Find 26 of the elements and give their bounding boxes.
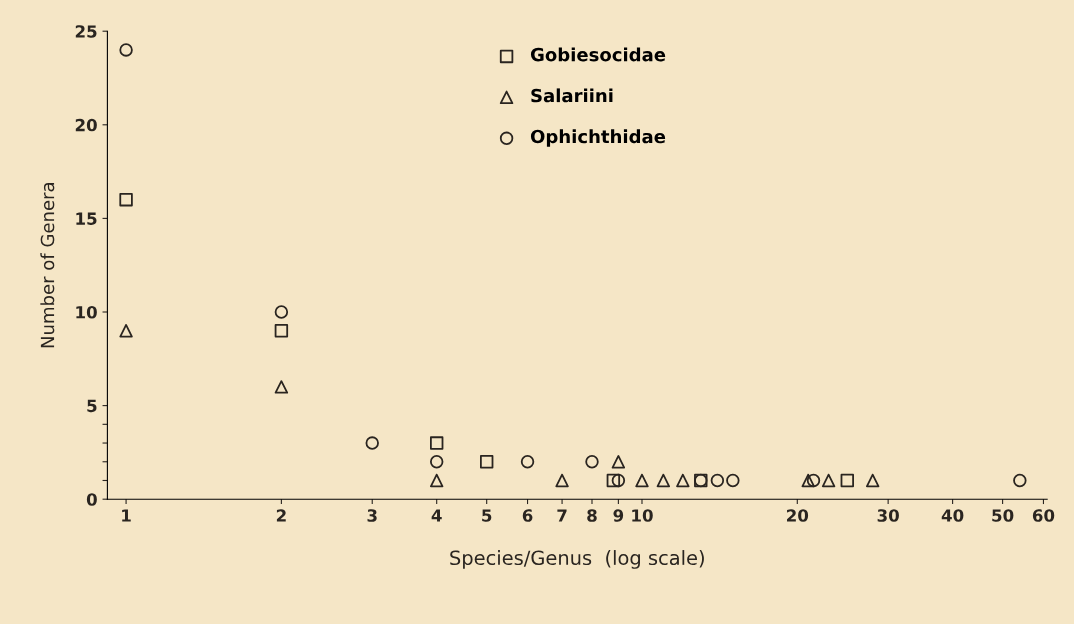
x-tick-label: 8 <box>587 509 597 522</box>
x-tick-label: 20 <box>787 509 809 522</box>
x-tick-label: 30 <box>877 509 899 522</box>
legend-label: Ophichthidae <box>530 129 666 147</box>
x-tick-label: 7 <box>557 509 567 522</box>
legend-label: Gobiesocidae <box>530 47 666 62</box>
x-tick-label: 1 <box>122 509 131 522</box>
y-tick-label: 5 <box>87 399 97 413</box>
x-tick-label: 4 <box>431 509 442 522</box>
y-tick-label: 10 <box>76 305 97 319</box>
x-tick-label: 5 <box>482 509 492 522</box>
y-tick-label: 0 <box>86 493 97 506</box>
x-tick-label: 2 <box>276 509 286 522</box>
y-tick-label: 15 <box>76 212 97 225</box>
legend-label: Salariini <box>531 88 613 103</box>
x-tick-label: 60 <box>1032 509 1055 522</box>
y-tick-label: 25 <box>75 25 97 38</box>
x-axis-title: Species/Genus (log scale) <box>450 550 704 569</box>
x-tick-label: 9 <box>613 509 624 522</box>
x-tick-label: 50 <box>992 509 1014 522</box>
x-tick-label: 3 <box>367 509 377 522</box>
y-tick-label: 20 <box>75 118 97 132</box>
x-tick-label: 40 <box>941 509 964 522</box>
y-axis-title: Number of Genera <box>40 183 55 348</box>
x-tick-label: 6 <box>522 509 533 522</box>
x-tick-label: 10 <box>632 509 653 522</box>
